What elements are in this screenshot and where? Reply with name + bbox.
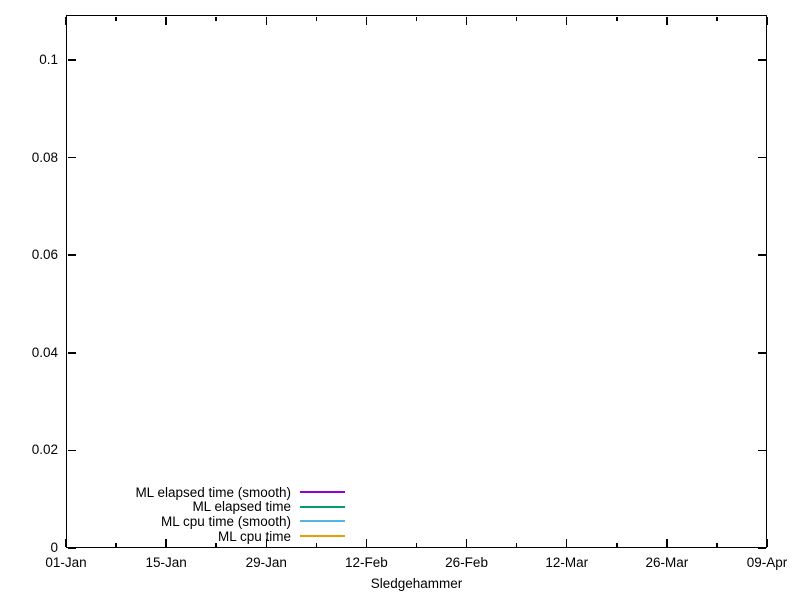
- y-major-tick-left: [67, 156, 76, 159]
- x-minor-tick-bottom: [415, 542, 418, 547]
- y-tick-label: 0.08: [31, 149, 58, 165]
- legend-row: ML cpu time (smooth): [60, 514, 345, 529]
- x-major-tick-top: [365, 16, 368, 25]
- y-major-tick-left: [67, 59, 76, 61]
- x-tick-label: 15-Jan: [145, 555, 187, 570]
- legend-line-sample: [300, 491, 345, 494]
- x-tick-label: 12-Mar: [545, 555, 589, 570]
- x-tick-label: 26-Mar: [645, 555, 689, 570]
- x-major-tick-top: [165, 16, 167, 25]
- x-major-tick-bottom: [365, 538, 368, 547]
- legend-series-label: ML elapsed time: [192, 499, 291, 515]
- legend-row: ML elapsed time (smooth): [60, 485, 345, 500]
- x-minor-tick-bottom: [215, 542, 217, 547]
- y-tick-label: 0.02: [31, 442, 58, 458]
- y-major-tick-right: [757, 449, 766, 452]
- legend-line-sample: [300, 505, 345, 508]
- legend-series-label: ML cpu time: [217, 528, 291, 544]
- y-major-tick-left: [67, 254, 76, 256]
- x-major-tick-bottom: [265, 538, 268, 547]
- x-major-tick-bottom: [766, 538, 768, 547]
- legend-line-sample: [300, 535, 345, 538]
- x-minor-tick-bottom: [616, 542, 618, 547]
- y-major-tick-right: [757, 254, 766, 256]
- y-tick-label: 0.06: [31, 247, 58, 263]
- y-tick-label: 0: [50, 540, 58, 555]
- x-major-tick-bottom: [565, 538, 568, 547]
- x-minor-tick-bottom: [115, 542, 117, 547]
- x-major-tick-top: [766, 16, 768, 25]
- x-tick-label: 29-Jan: [245, 555, 287, 570]
- x-minor-tick-bottom: [515, 542, 518, 547]
- x-major-tick-top: [465, 16, 468, 25]
- x-tick-label: 09-Apr: [746, 555, 788, 570]
- legend-series-label: ML elapsed time (smooth): [135, 484, 291, 500]
- x-minor-tick-top: [215, 16, 217, 21]
- x-major-tick-top: [265, 16, 268, 25]
- x-minor-tick-top: [415, 16, 418, 21]
- x-tick-label: 26-Feb: [445, 555, 488, 570]
- x-major-tick-top: [666, 16, 668, 25]
- y-tick-label: 0.1: [39, 51, 58, 67]
- y-tick-label: 0.04: [31, 344, 58, 360]
- x-major-tick-bottom: [666, 538, 668, 547]
- x-minor-tick-top: [315, 16, 318, 21]
- x-minor-tick-top: [515, 16, 518, 21]
- y-major-tick-left: [67, 352, 76, 354]
- legend-row: ML cpu time: [60, 529, 345, 544]
- x-major-tick-bottom: [165, 538, 167, 547]
- x-minor-tick-top: [616, 16, 618, 21]
- y-major-tick-left: [67, 449, 76, 452]
- x-major-tick-bottom: [65, 538, 67, 547]
- x-minor-tick-top: [716, 16, 718, 21]
- plot-area: [66, 15, 767, 548]
- x-major-tick-bottom: [465, 538, 468, 547]
- y-major-tick-right: [757, 156, 766, 159]
- x-tick-label: 12-Feb: [345, 555, 388, 570]
- y-major-tick-right: [757, 59, 766, 61]
- x-tick-label: 01-Jan: [45, 555, 87, 570]
- y-major-tick-right: [757, 547, 766, 549]
- y-major-tick-right: [757, 352, 766, 354]
- x-major-tick-top: [65, 16, 67, 25]
- y-major-tick-left: [67, 547, 76, 549]
- legend-line-sample: [300, 520, 345, 523]
- x-axis-title: Sledgehammer: [370, 576, 463, 591]
- x-minor-tick-bottom: [716, 542, 718, 547]
- legend-row: ML elapsed time: [60, 499, 345, 515]
- x-minor-tick-bottom: [315, 542, 318, 547]
- x-major-tick-top: [565, 16, 568, 25]
- legend: ML elapsed time (smooth) ML elapsed time M…: [60, 485, 345, 544]
- x-minor-tick-top: [115, 16, 117, 21]
- legend-series-label: ML cpu time (smooth): [160, 513, 291, 529]
